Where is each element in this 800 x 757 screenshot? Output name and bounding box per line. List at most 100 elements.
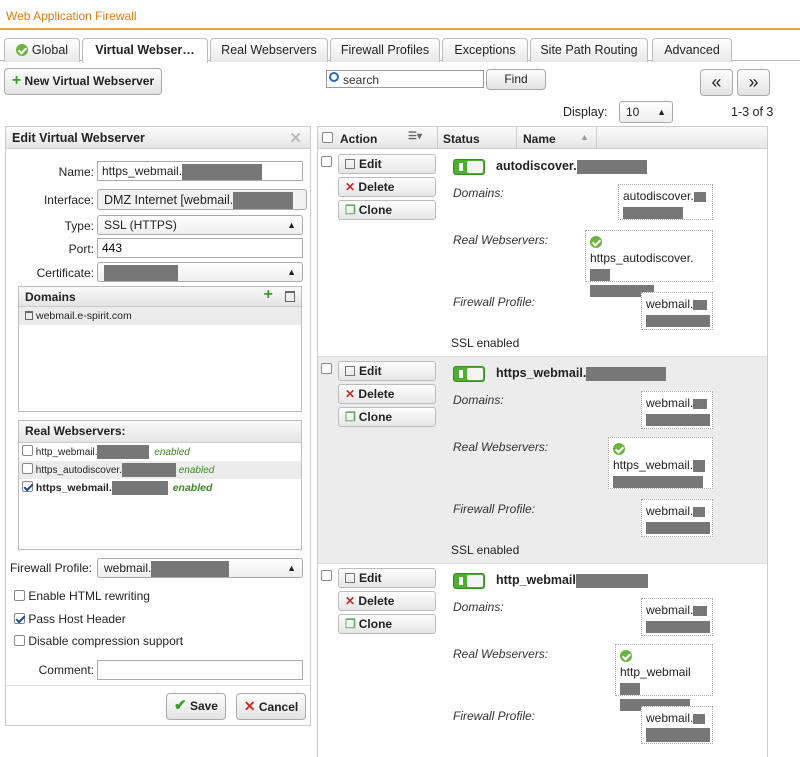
checkbox[interactable] <box>22 463 33 474</box>
title-bar: Web Application Firewall <box>0 0 800 30</box>
real-webservers-label: Real Webservers: <box>453 440 549 454</box>
real-webservers-header: Real Webservers: <box>19 421 301 443</box>
checkbox[interactable] <box>14 590 25 601</box>
delete-button[interactable]: ✕ Delete <box>338 591 436 611</box>
tab-virtual-webservers[interactable]: Virtual Webser… <box>82 38 208 63</box>
firewall-profile-value: webmail. <box>641 499 713 537</box>
redacted-block <box>151 560 230 577</box>
col-action[interactable]: Action <box>340 132 378 146</box>
col-status[interactable]: Status <box>443 132 480 146</box>
cancel-button[interactable]: ✕ Cancel <box>236 693 306 720</box>
edit-icon <box>345 573 355 583</box>
virtual-webservers-list: Action ☰▾ Status Name ▲ Edit ✕ Delete ❐ C… <box>317 126 768 757</box>
option-disable-compression[interactable]: Disable compression support <box>14 634 183 648</box>
real-webserver-item[interactable]: https_autodiscover. enabled <box>19 461 301 479</box>
status-toggle[interactable] <box>453 159 485 175</box>
edit-button[interactable]: Edit <box>338 154 436 174</box>
comment-input[interactable] <box>97 660 303 680</box>
edit-button[interactable]: Edit <box>338 568 436 588</box>
column-separator <box>516 127 517 149</box>
edit-icon <box>345 366 355 376</box>
redacted-block <box>575 573 648 588</box>
row-checkbox[interactable] <box>321 156 332 167</box>
close-icon[interactable]: ✕ <box>289 130 302 147</box>
ssl-status: SSL enabled <box>451 336 520 350</box>
redacted-block <box>646 314 710 327</box>
tab-advanced[interactable]: Advanced <box>652 38 732 62</box>
tab-bar: Global Virtual Webser… Real Webservers F… <box>0 36 800 63</box>
option-html-rewriting[interactable]: Enable HTML rewriting <box>14 589 150 603</box>
prev-page-button[interactable]: « <box>700 69 733 96</box>
table-row: Edit ✕ Delete ❐ Clone https_webmail. Doma… <box>318 357 767 564</box>
check-icon: ✔ <box>174 697 187 714</box>
clone-button[interactable]: ❐ Clone <box>338 200 436 220</box>
checkbox[interactable] <box>14 635 25 646</box>
redacted-block <box>646 620 710 633</box>
x-icon: ✕ <box>345 180 356 194</box>
add-domain-icon[interactable]: + <box>263 286 273 303</box>
delete-button[interactable]: ✕ Delete <box>338 177 436 197</box>
next-page-button[interactable]: » <box>737 69 770 96</box>
sort-up-icon[interactable]: ▲ <box>580 132 589 142</box>
name-input[interactable]: https_webmail. <box>97 161 303 181</box>
interface-select[interactable]: DMZ Internet [webmail. <box>97 189 307 210</box>
tab-site-path-routing[interactable]: Site Path Routing <box>530 38 648 62</box>
domain-list-item[interactable]: webmail.e-spirit.com <box>19 307 301 325</box>
tab-exceptions[interactable]: Exceptions <box>442 38 528 62</box>
firewall-profile-select[interactable]: webmail. ▲ <box>97 558 303 578</box>
clone-icon: ❐ <box>345 617 356 631</box>
redacted-block <box>623 206 683 219</box>
clone-icon: ❐ <box>345 410 356 424</box>
real-webserver-item[interactable]: http_webmail. enabled <box>19 443 301 461</box>
real-webservers-label: Real Webservers: <box>453 647 549 661</box>
tab-real-webservers[interactable]: Real Webservers <box>210 38 328 62</box>
redacted-block <box>576 159 647 174</box>
type-select[interactable]: SSL (HTTPS) ▲ <box>97 215 303 235</box>
status-toggle[interactable] <box>453 366 485 382</box>
clone-button[interactable]: ❐ Clone <box>338 407 436 427</box>
real-webservers-box: Real Webservers: http_webmail. enabled h… <box>18 420 302 550</box>
display-select[interactable]: 10 ▲ <box>619 101 673 123</box>
save-button[interactable]: ✔ Save <box>166 693 226 720</box>
name-label: Name: <box>58 165 94 179</box>
redacted-block <box>646 413 710 426</box>
checkbox[interactable] <box>22 445 33 456</box>
checkbox-checked[interactable] <box>22 481 33 492</box>
select-all-checkbox[interactable] <box>322 132 333 143</box>
trash-icon[interactable] <box>25 311 33 320</box>
row-checkbox[interactable] <box>321 570 332 581</box>
delete-button[interactable]: ✕ Delete <box>338 384 436 404</box>
ok-icon <box>613 443 625 455</box>
table-row: Edit ✕ Delete ❐ Clone http_webmail Domain… <box>318 564 767 757</box>
real-webservers-value: http_webmail <box>615 644 713 711</box>
edit-button[interactable]: Edit <box>338 361 436 381</box>
domains-label: Domains: <box>453 600 504 614</box>
real-webserver-item[interactable]: https_webmail. enabled <box>19 479 301 497</box>
domains-label: Domains: <box>453 186 504 200</box>
updown-icon: ▲ <box>657 107 666 117</box>
display-label: Display: <box>563 105 608 119</box>
list-menu-icon[interactable]: ☰▾ <box>408 131 422 142</box>
redacted-block <box>590 284 654 297</box>
vserver-name: http_webmail <box>496 573 648 588</box>
ok-icon <box>590 236 602 248</box>
certificate-select[interactable]: ▲ <box>97 262 303 282</box>
x-icon: ✕ <box>345 594 356 608</box>
checkbox-checked[interactable] <box>14 613 25 624</box>
search-input[interactable]: search <box>326 70 484 88</box>
col-name[interactable]: Name <box>523 132 556 146</box>
status-toggle[interactable] <box>453 573 485 589</box>
tab-firewall-profiles[interactable]: Firewall Profiles <box>330 38 440 62</box>
clone-button[interactable]: ❐ Clone <box>338 614 436 634</box>
updown-icon: ▲ <box>287 267 296 277</box>
domains-value: webmail. <box>641 598 713 636</box>
port-input[interactable] <box>97 238 303 258</box>
trash-icon[interactable] <box>285 291 295 302</box>
find-button[interactable]: Find <box>486 69 546 90</box>
new-virtual-webserver-button[interactable]: + New Virtual Webserver <box>4 68 162 95</box>
tab-global[interactable]: Global <box>4 38 80 62</box>
option-pass-host-header[interactable]: Pass Host Header <box>14 612 126 626</box>
real-webservers-value: https_autodiscover. <box>585 230 713 297</box>
clone-icon: ❐ <box>345 203 356 217</box>
row-checkbox[interactable] <box>321 363 332 374</box>
